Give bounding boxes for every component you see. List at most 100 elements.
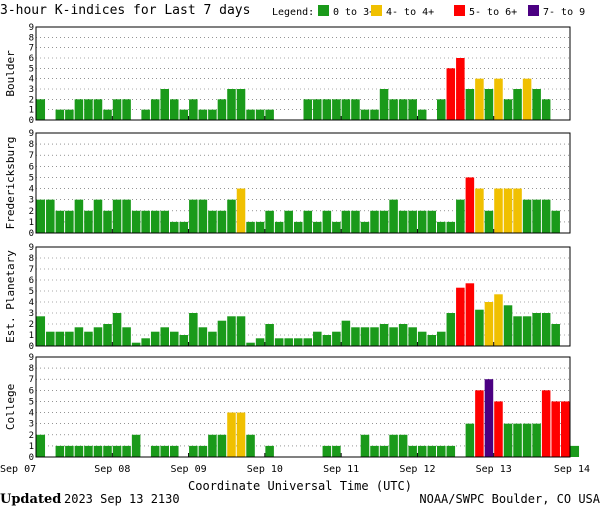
bar <box>198 109 208 120</box>
bar <box>541 390 551 457</box>
bar <box>55 331 65 346</box>
y-tick-label: 2 <box>29 320 34 330</box>
x-tick-label: Sep 07 <box>0 464 36 475</box>
y-tick-label: 9 <box>29 243 34 253</box>
bar <box>84 99 93 120</box>
bar <box>217 320 227 346</box>
bar <box>208 331 217 346</box>
bar <box>274 221 284 233</box>
bar <box>532 89 541 120</box>
y-tick-label: 7 <box>29 375 34 385</box>
bar <box>494 78 503 120</box>
x-axis-label: Coordinate Universal Time (UTC) <box>188 479 412 493</box>
y-tick-label: 9 <box>29 23 34 33</box>
bar <box>408 445 417 457</box>
y-tick-label: 4 <box>29 185 34 195</box>
bar <box>427 210 436 233</box>
bar <box>103 445 112 457</box>
bar <box>532 423 541 457</box>
bar <box>522 78 532 120</box>
bar <box>541 99 551 120</box>
bar <box>351 99 360 120</box>
bar <box>370 445 379 457</box>
bar <box>198 199 208 233</box>
bar <box>93 199 103 233</box>
bar <box>532 313 541 346</box>
bar <box>236 89 246 120</box>
bar <box>293 221 303 233</box>
y-tick-label: 1 <box>29 106 34 116</box>
bar <box>465 89 475 120</box>
bar <box>341 210 351 233</box>
bar <box>465 423 475 457</box>
bar <box>513 89 522 120</box>
bar <box>494 294 503 346</box>
x-tick-label: Sep 10 <box>247 464 283 475</box>
y-tick-label: 5 <box>29 64 34 74</box>
bar <box>150 210 160 233</box>
bar <box>417 210 427 233</box>
y-tick-label: 9 <box>29 353 34 363</box>
bar <box>475 309 484 346</box>
y-tick-label: 1 <box>29 331 34 341</box>
y-tick-label: 4 <box>29 409 34 419</box>
y-tick-label: 4 <box>29 298 34 308</box>
bar <box>379 445 389 457</box>
bar <box>55 210 65 233</box>
bar <box>189 445 198 457</box>
y-tick-label: 2 <box>29 431 34 441</box>
bar <box>150 445 160 457</box>
bar <box>217 434 227 457</box>
y-tick-label: 9 <box>29 129 34 139</box>
bar <box>84 445 93 457</box>
bar <box>198 445 208 457</box>
bar <box>189 199 198 233</box>
legend-swatch-3 <box>528 5 539 16</box>
bar <box>475 390 484 457</box>
y-tick-label: 7 <box>29 44 34 54</box>
bar <box>303 210 313 233</box>
bar <box>389 99 398 120</box>
bar <box>217 210 227 233</box>
bar <box>465 177 475 233</box>
panel-frame <box>35 132 571 234</box>
bar <box>170 445 179 457</box>
bar <box>208 109 217 120</box>
bar <box>341 320 351 346</box>
bar <box>122 445 131 457</box>
bar <box>332 445 341 457</box>
bar <box>246 342 255 346</box>
bar <box>93 445 103 457</box>
bar <box>332 99 341 120</box>
bar <box>170 331 179 346</box>
bar <box>437 445 446 457</box>
bar <box>160 327 169 346</box>
bar <box>417 109 427 120</box>
y-tick-label: 5 <box>29 287 34 297</box>
y-tick-label: 1 <box>29 442 34 452</box>
bar <box>427 335 436 346</box>
bar <box>513 316 522 346</box>
bar <box>46 199 55 233</box>
bar <box>84 210 93 233</box>
bar <box>313 99 322 120</box>
legend-item-label-3: 7- to 9 <box>543 7 585 18</box>
bar <box>103 109 112 120</box>
y-tick-label: 1 <box>29 218 34 228</box>
y-tick-label: 5 <box>29 397 34 407</box>
legend-swatch-2 <box>454 5 465 16</box>
y-tick-label: 7 <box>29 151 34 161</box>
y-tick-label: 5 <box>29 173 34 183</box>
bar <box>284 210 293 233</box>
x-tick-label: Sep 08 <box>94 464 130 475</box>
y-tick-label: 3 <box>29 85 34 95</box>
panel-frame <box>35 356 571 458</box>
legend-item-label-1: 4- to 4+ <box>386 7 434 18</box>
bar <box>84 331 93 346</box>
bar <box>160 89 169 120</box>
bar <box>503 99 513 120</box>
bar <box>513 423 522 457</box>
x-tick-label: Sep 09 <box>171 464 207 475</box>
